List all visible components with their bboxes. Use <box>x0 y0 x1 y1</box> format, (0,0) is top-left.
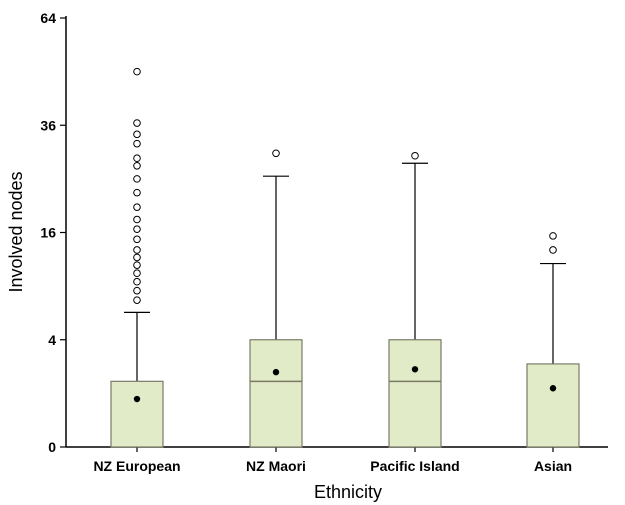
outlier-marker <box>133 277 141 286</box>
mean-marker <box>411 366 419 373</box>
outlier-marker <box>133 215 141 224</box>
outlier-marker <box>133 286 141 295</box>
outlier-marker <box>133 130 141 139</box>
box-group <box>249 149 303 448</box>
outlier-marker <box>549 232 557 240</box>
box-iqr <box>110 380 164 448</box>
outlier-marker <box>133 175 141 183</box>
box-iqr <box>249 339 303 448</box>
box-group <box>526 232 580 448</box>
mean-marker <box>272 368 280 376</box>
mean-marker <box>133 395 141 403</box>
outlier-marker <box>133 154 141 163</box>
box-group <box>110 67 164 448</box>
outlier-marker <box>133 119 141 127</box>
outlier-marker <box>133 225 141 233</box>
box-iqr <box>388 339 442 448</box>
boxes <box>110 67 580 448</box>
outlier-marker <box>133 261 141 269</box>
outlier-marker <box>133 253 141 262</box>
outlier-marker <box>133 269 141 278</box>
y-axis: 0 4 16 36 64 <box>40 10 66 455</box>
outlier-marker <box>133 67 141 76</box>
box-group <box>388 151 442 448</box>
outlier-marker <box>133 235 141 244</box>
outlier-marker <box>133 203 141 211</box>
y-tick-label: 0 <box>48 439 56 455</box>
x-tick-label: NZ Maori <box>246 458 306 474</box>
x-axis: NZ European NZ Maori Pacific Island Asian <box>93 447 572 474</box>
outlier-marker <box>133 188 141 197</box>
x-tick-label: Pacific Island <box>370 458 459 474</box>
outlier-marker <box>133 296 141 304</box>
x-axis-title: Ethnicity <box>314 482 382 502</box>
box-iqr <box>526 363 580 448</box>
outlier-marker <box>133 161 141 170</box>
outlier-marker <box>133 139 141 148</box>
y-axis-title: Involved nodes <box>6 171 26 292</box>
outlier-marker <box>133 246 141 254</box>
outlier-marker <box>549 246 557 254</box>
x-tick-label: NZ European <box>93 458 180 474</box>
y-tick-label: 64 <box>40 10 56 26</box>
outlier-marker <box>411 151 419 160</box>
x-tick-label: Asian <box>534 458 572 474</box>
mean-marker <box>549 385 557 392</box>
outlier-marker <box>272 149 280 158</box>
y-tick-label: 16 <box>40 225 56 241</box>
y-tick-label: 4 <box>48 332 56 348</box>
y-tick-label: 36 <box>40 117 56 133</box>
